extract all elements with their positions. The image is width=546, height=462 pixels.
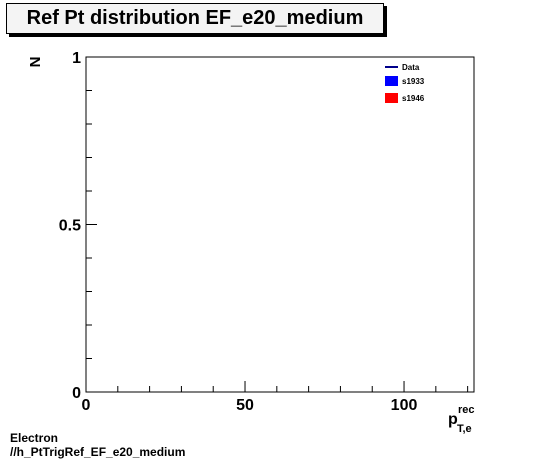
x-axis-label-base: p bbox=[448, 411, 458, 428]
x-axis-label: p rec T,e bbox=[448, 404, 475, 435]
x-axis-label-sup: rec bbox=[458, 404, 475, 416]
y-axis-tick-labels: 00.51 bbox=[59, 50, 81, 402]
y-tick-label: 1 bbox=[72, 50, 81, 67]
legend-label: s1933 bbox=[402, 77, 425, 86]
y-tick-label: 0.5 bbox=[59, 218, 81, 235]
legend-swatch-box bbox=[385, 76, 398, 86]
x-axis-ticks bbox=[85, 381, 469, 392]
chart-title-box: Ref Pt distribution EF_e20_medium bbox=[6, 3, 384, 34]
footer-text: Electron //h_PtTrigRef_EF_e20_medium bbox=[10, 431, 185, 459]
legend-label: Data bbox=[402, 63, 420, 72]
footer-line-1: Electron bbox=[10, 431, 59, 445]
legend-swatch-box bbox=[385, 93, 398, 103]
y-axis-label: N bbox=[27, 57, 44, 68]
x-tick-label: 0 bbox=[82, 397, 91, 414]
x-tick-label: 100 bbox=[391, 397, 418, 414]
y-axis-ticks bbox=[86, 56, 97, 393]
x-axis-label-sub: T,e bbox=[457, 423, 472, 435]
plot-frame bbox=[85, 56, 475, 393]
y-tick-label: 0 bbox=[72, 385, 81, 402]
x-tick-label: 50 bbox=[236, 397, 254, 414]
footer-line-2: //h_PtTrigRef_EF_e20_medium bbox=[10, 445, 186, 459]
x-axis-tick-labels: 0 50 100 bbox=[82, 397, 418, 414]
legend: Data s1933 s1946 bbox=[385, 63, 425, 103]
legend-label: s1946 bbox=[402, 94, 425, 103]
chart-title: Ref Pt distribution EF_e20_medium bbox=[26, 7, 364, 29]
